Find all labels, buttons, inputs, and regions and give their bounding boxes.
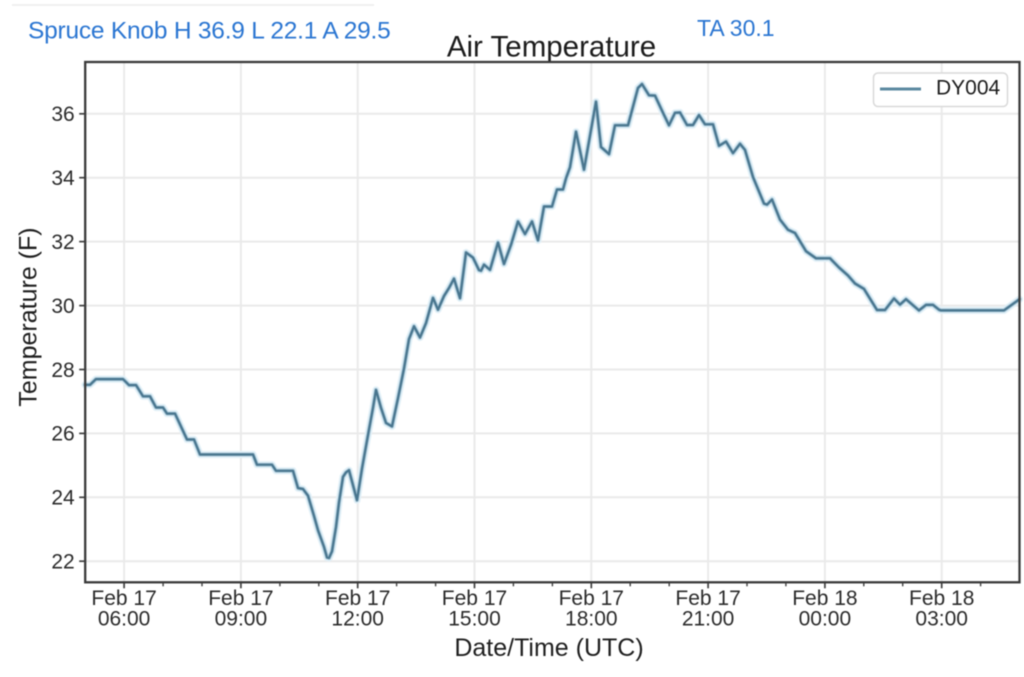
svg-text:36: 36 [51, 103, 74, 126]
svg-text:Feb 17: Feb 17 [442, 587, 507, 610]
svg-text:18:00: 18:00 [565, 608, 618, 631]
svg-text:00:00: 00:00 [799, 608, 852, 631]
svg-text:21:00: 21:00 [682, 608, 735, 631]
svg-text:09:00: 09:00 [215, 608, 268, 631]
svg-text:22: 22 [51, 551, 74, 574]
svg-text:12:00: 12:00 [331, 608, 384, 631]
svg-text:34: 34 [51, 167, 75, 190]
svg-text:32: 32 [51, 231, 74, 254]
svg-text:Feb 17: Feb 17 [91, 587, 156, 610]
svg-text:24: 24 [51, 487, 75, 510]
svg-text:Temperature (F): Temperature (F) [15, 227, 43, 406]
svg-text:Air Temperature: Air Temperature [447, 31, 656, 64]
svg-text:30: 30 [51, 295, 74, 318]
svg-text:DY004: DY004 [936, 77, 1001, 100]
svg-text:03:00: 03:00 [915, 608, 968, 631]
svg-text:Feb 17: Feb 17 [208, 587, 273, 610]
svg-text:Feb 17: Feb 17 [325, 587, 390, 610]
svg-text:28: 28 [51, 359, 74, 382]
svg-text:06:00: 06:00 [98, 608, 151, 631]
svg-text:Feb 18: Feb 18 [792, 587, 857, 610]
svg-text:Feb 18: Feb 18 [909, 587, 974, 610]
svg-text:26: 26 [51, 423, 74, 446]
svg-text:Feb 17: Feb 17 [559, 587, 624, 610]
svg-text:Date/Time (UTC): Date/Time (UTC) [454, 634, 643, 662]
svg-text:Feb 17: Feb 17 [675, 587, 740, 610]
svg-text:Spruce Knob H 36.9 L 22.1 A 29: Spruce Knob H 36.9 L 22.1 A 29.5 [28, 18, 391, 45]
svg-text:TA 30.1: TA 30.1 [697, 15, 775, 41]
svg-text:15:00: 15:00 [448, 608, 501, 631]
